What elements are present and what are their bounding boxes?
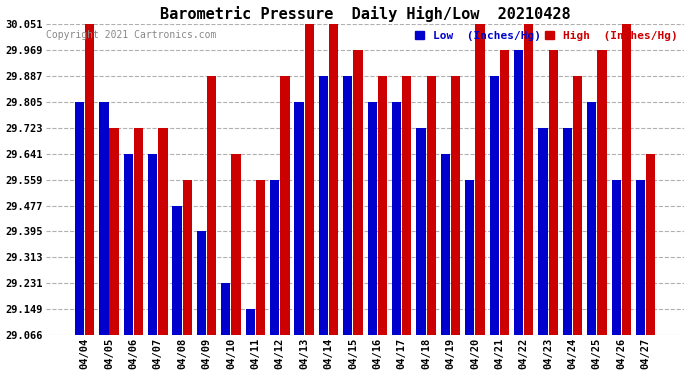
Bar: [489, 76, 499, 335]
Bar: [563, 128, 572, 335]
Bar: [598, 50, 607, 335]
Bar: [256, 180, 265, 335]
Bar: [148, 154, 157, 335]
Bar: [573, 76, 582, 335]
Bar: [295, 102, 304, 335]
Bar: [622, 24, 631, 335]
Bar: [124, 154, 133, 335]
Bar: [85, 24, 95, 335]
Bar: [246, 309, 255, 335]
Bar: [231, 154, 241, 335]
Bar: [280, 76, 290, 335]
Bar: [587, 102, 596, 335]
Bar: [636, 180, 645, 335]
Bar: [392, 102, 402, 335]
Bar: [270, 180, 279, 335]
Legend: Low  (Inches/Hg), High  (Inches/Hg): Low (Inches/Hg), High (Inches/Hg): [414, 30, 679, 42]
Bar: [207, 76, 217, 335]
Bar: [426, 76, 436, 335]
Bar: [524, 24, 533, 335]
Bar: [110, 128, 119, 335]
Bar: [305, 24, 314, 335]
Bar: [441, 154, 450, 335]
Bar: [329, 24, 338, 335]
Bar: [538, 128, 548, 335]
Bar: [549, 50, 558, 335]
Text: Copyright 2021 Cartronics.com: Copyright 2021 Cartronics.com: [46, 30, 217, 40]
Bar: [402, 76, 411, 335]
Bar: [416, 128, 426, 335]
Title: Barometric Pressure  Daily High/Low  20210428: Barometric Pressure Daily High/Low 20210…: [160, 6, 571, 21]
Bar: [500, 50, 509, 335]
Bar: [319, 76, 328, 335]
Bar: [353, 50, 363, 335]
Bar: [646, 154, 656, 335]
Bar: [514, 50, 523, 335]
Bar: [465, 180, 475, 335]
Bar: [378, 76, 387, 335]
Bar: [368, 102, 377, 335]
Bar: [134, 128, 143, 335]
Bar: [475, 24, 484, 335]
Bar: [183, 180, 192, 335]
Bar: [197, 231, 206, 335]
Bar: [343, 76, 353, 335]
Bar: [158, 128, 168, 335]
Bar: [611, 180, 621, 335]
Bar: [99, 102, 108, 335]
Bar: [172, 206, 181, 335]
Bar: [75, 102, 84, 335]
Bar: [451, 76, 460, 335]
Bar: [221, 283, 230, 335]
